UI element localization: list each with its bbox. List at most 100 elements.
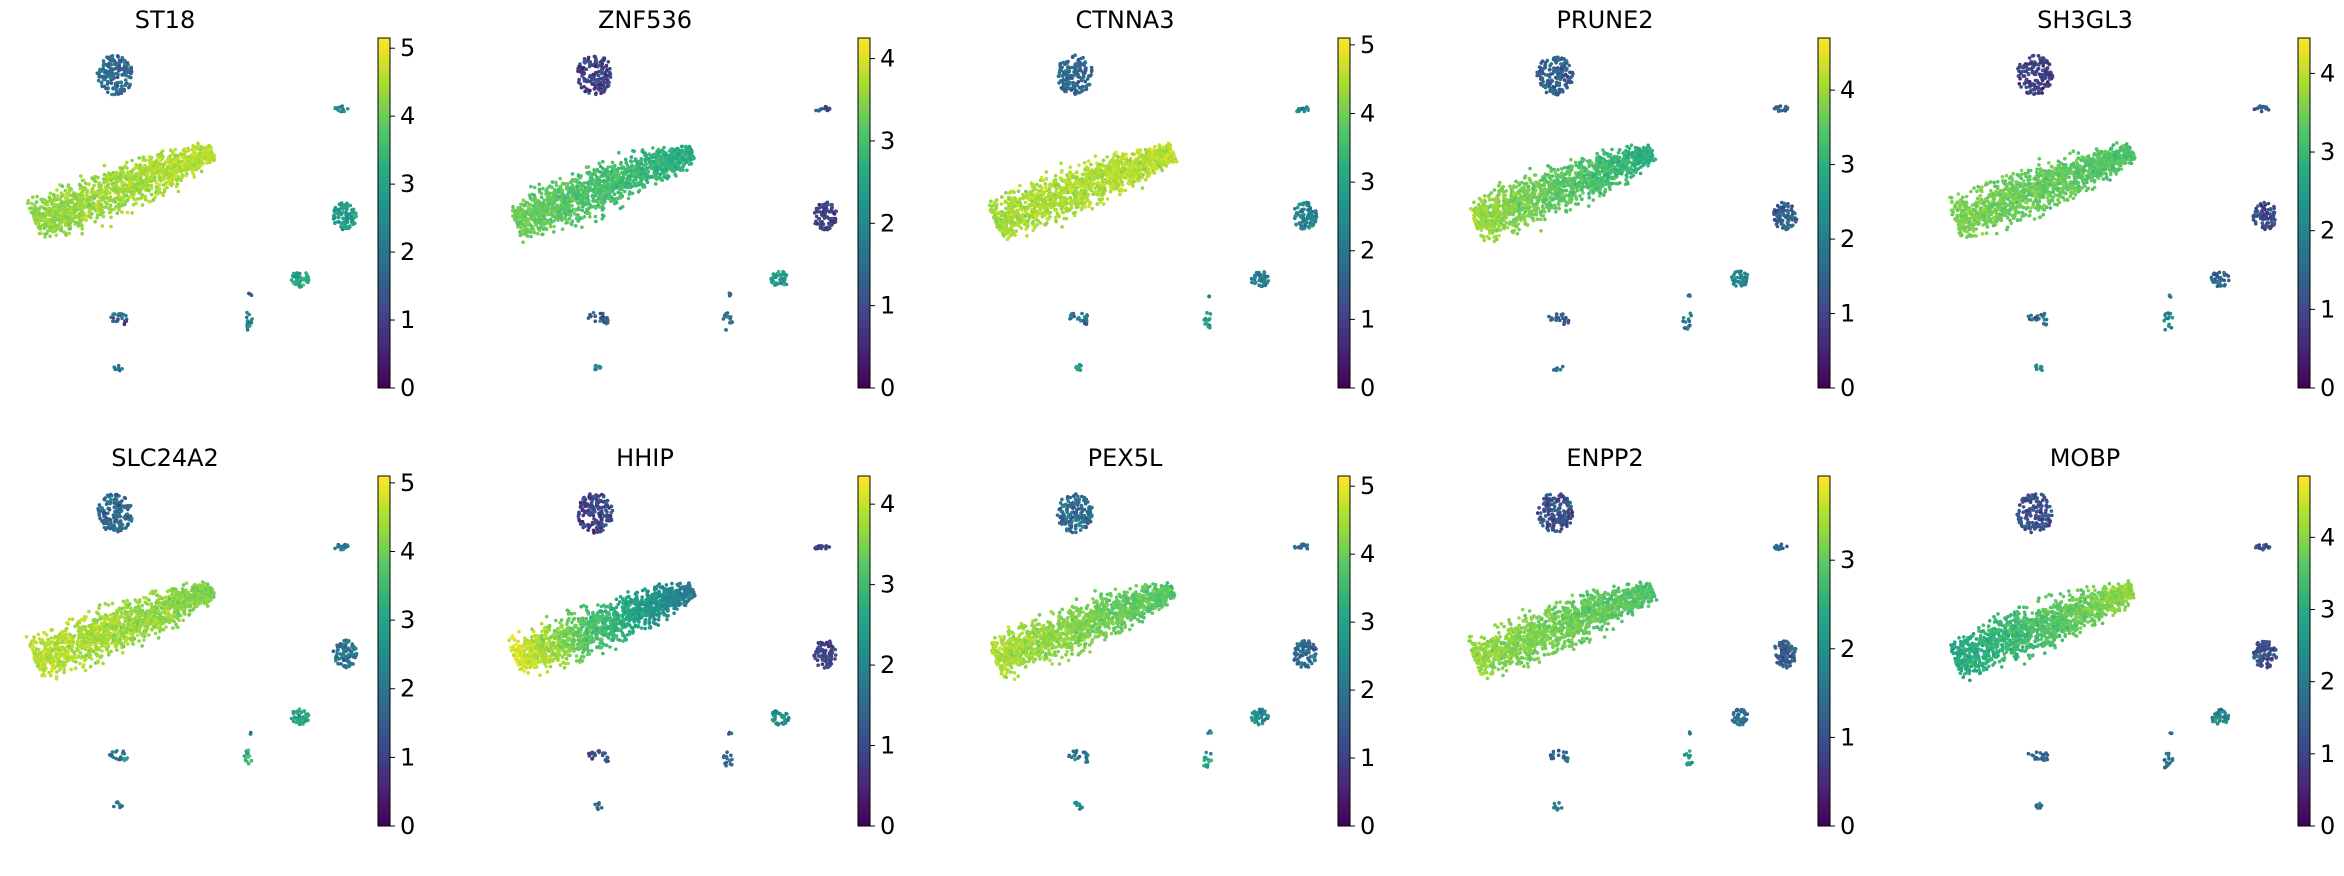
cell-point	[115, 179, 119, 183]
cell-point	[153, 160, 157, 164]
cell-point	[1044, 182, 1048, 186]
cell-point	[594, 65, 598, 69]
cell-point	[583, 190, 587, 194]
cell-point	[166, 158, 170, 162]
cell-point	[43, 214, 47, 218]
cell-point	[582, 196, 586, 200]
cell-point	[199, 164, 203, 168]
cell-point	[179, 152, 183, 156]
cell-point	[629, 159, 633, 163]
cell-point	[542, 221, 546, 225]
cell-point	[606, 183, 610, 187]
cell-point	[820, 225, 824, 229]
cell-point	[1135, 175, 1139, 179]
cell-point	[250, 321, 254, 325]
cell-point	[117, 208, 121, 212]
cell-point	[1106, 164, 1110, 168]
cell-point	[105, 73, 109, 77]
cell-point	[615, 184, 619, 188]
cell-point	[194, 159, 198, 163]
cell-point	[599, 174, 603, 178]
cell-point	[139, 177, 143, 181]
cell-point	[59, 229, 63, 233]
cell-point	[1018, 184, 1022, 188]
cell-point	[1059, 177, 1063, 181]
cell-point	[1073, 214, 1077, 218]
cell-point	[533, 186, 537, 190]
cell-point	[109, 204, 113, 208]
cell-point	[1054, 191, 1058, 195]
cell-point	[210, 153, 214, 157]
cell-point	[1103, 183, 1107, 187]
cell-point	[1077, 191, 1081, 195]
cell-point	[112, 316, 116, 320]
colorbar-tick-label: 5	[400, 34, 415, 62]
cell-point	[39, 205, 43, 209]
cell-point	[1147, 168, 1151, 172]
cell-point	[549, 222, 553, 226]
cell-point	[200, 159, 204, 163]
cell-point	[298, 285, 302, 289]
cell-point	[1149, 162, 1153, 166]
cell-point	[607, 196, 611, 200]
cell-point	[676, 147, 680, 151]
cell-point	[65, 196, 69, 200]
cell-point	[522, 212, 526, 216]
cell-point	[48, 196, 52, 200]
cell-point	[69, 221, 73, 225]
cell-point	[1095, 202, 1099, 206]
cell-point	[782, 271, 786, 275]
cell-point	[581, 209, 585, 213]
cell-point	[563, 212, 567, 216]
cell-point	[51, 230, 55, 234]
cell-cluster	[247, 292, 253, 297]
cell-point	[128, 67, 132, 71]
cell-point	[46, 229, 50, 233]
cell-point	[65, 215, 69, 219]
cell-point	[621, 179, 625, 183]
cell-point	[1000, 210, 1004, 214]
cell-point	[42, 227, 46, 231]
cell-point	[138, 190, 142, 194]
cell-point	[113, 183, 117, 187]
cell-point	[1154, 149, 1158, 153]
cell-point	[1175, 160, 1179, 164]
cell-point	[97, 196, 101, 200]
cell-point	[538, 221, 542, 225]
cell-point	[143, 169, 147, 173]
cell-point	[120, 316, 124, 320]
cell-point	[104, 87, 108, 91]
cell-point	[184, 155, 188, 159]
cell-point	[612, 167, 616, 171]
cell-point	[77, 222, 81, 226]
cell-point	[84, 198, 88, 202]
cell-point	[1044, 223, 1048, 227]
cell-point	[785, 283, 789, 287]
cell-point	[528, 224, 532, 228]
cell-point	[116, 73, 120, 77]
cell-point	[64, 232, 68, 236]
cell-point	[556, 218, 560, 222]
cell-point	[599, 316, 603, 320]
cell-point	[99, 70, 103, 74]
cell-point	[245, 311, 249, 315]
cell-point	[593, 205, 597, 209]
cell-point	[104, 205, 108, 209]
cell-point	[293, 275, 297, 279]
cell-point	[87, 200, 91, 204]
cell-point	[833, 212, 837, 216]
cell-point	[1065, 197, 1069, 201]
cell-point	[33, 203, 37, 207]
cell-point	[1072, 192, 1076, 196]
cell-point	[345, 208, 349, 212]
cell-point	[247, 292, 251, 296]
cell-point	[124, 164, 128, 168]
cell-point	[355, 215, 359, 219]
cell-point	[1080, 208, 1084, 212]
cell-point	[1002, 214, 1006, 218]
cell-point	[601, 160, 605, 164]
cell-point	[592, 76, 596, 80]
cell-point	[1071, 184, 1075, 188]
cell-cluster	[290, 271, 311, 289]
